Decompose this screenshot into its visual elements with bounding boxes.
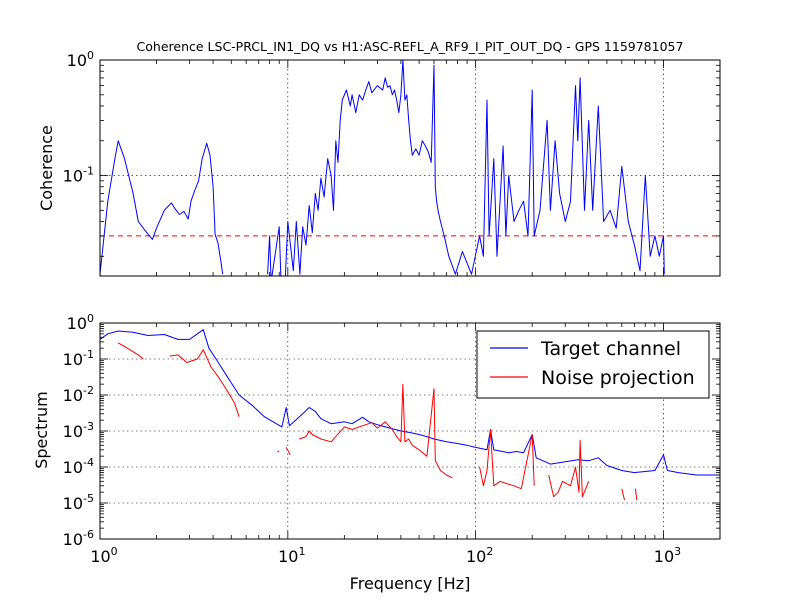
legend-label: Noise projection [541, 367, 695, 389]
x-tick-label: 100 [90, 545, 117, 566]
y-tick-exponent: 0 [87, 312, 94, 325]
noise-projection-line [169, 349, 240, 417]
spectrum-ylabel: Spectrum [32, 391, 51, 469]
x-tick-mantissa: 10 [466, 547, 486, 566]
x-tick-exponent: 2 [486, 545, 493, 558]
y-tick-label: 10-1 [63, 348, 94, 369]
legend: Target channel Noise projection [476, 330, 710, 399]
y-tick-label: 10-3 [63, 420, 94, 441]
y-tick-exponent: -1 [83, 348, 94, 361]
x-tick-mantissa: 10 [654, 547, 674, 566]
y-tick-mantissa: 10 [63, 167, 83, 186]
y-tick-label: 10-4 [63, 456, 94, 477]
y-tick-label: 10-2 [63, 384, 94, 405]
noise-projection-line [548, 439, 590, 498]
x-tick-mantissa: 10 [278, 547, 298, 566]
x-tick-exponent: 3 [674, 545, 681, 558]
y-tick-mantissa: 10 [63, 350, 83, 369]
y-tick-mantissa: 10 [67, 314, 87, 333]
coherence-line [267, 60, 665, 276]
coherence-panel: Coherence LSC-PRCL_IN1_DQ vs H1:ASC-REFL… [37, 39, 721, 277]
y-tick-exponent: -2 [83, 384, 94, 397]
noise-projection-line [117, 342, 144, 360]
noise-projection-line [621, 488, 625, 501]
y-tick-label: 100 [67, 49, 94, 70]
series-group [100, 60, 665, 276]
y-tick-exponent: -1 [83, 165, 94, 178]
y-tick-mantissa: 10 [63, 494, 83, 513]
x-tick-exponent: 1 [298, 545, 305, 558]
x-tick-mantissa: 10 [90, 547, 110, 566]
y-tick-exponent: -4 [83, 456, 94, 469]
noise-projection-line [479, 429, 535, 490]
x-tick-exponent: 0 [111, 545, 118, 558]
noise-projection-line [285, 447, 291, 455]
coherence-line [100, 140, 224, 275]
noise-projection-line [277, 450, 280, 453]
y-tick-label: 10-5 [63, 492, 94, 513]
target-channel-line [100, 329, 720, 476]
y-tick-mantissa: 10 [63, 422, 83, 441]
y-tick-label: 10-1 [63, 165, 94, 186]
coherence-title: Coherence LSC-PRCL_IN1_DQ vs H1:ASC-REFL… [137, 39, 684, 54]
x-tick-label: 103 [654, 545, 681, 566]
y-tick-exponent: 0 [87, 49, 94, 62]
y-tick-mantissa: 10 [63, 458, 83, 477]
noise-projection-line [635, 488, 638, 501]
x-tick-label: 102 [466, 545, 493, 566]
y-tick-exponent: -5 [83, 492, 94, 505]
y-tick-mantissa: 10 [63, 530, 83, 549]
noise-projection-line [299, 383, 453, 479]
series-group [100, 329, 720, 501]
legend-label: Target channel [540, 338, 681, 360]
legend-box [476, 330, 710, 399]
y-tick-exponent: -3 [83, 420, 94, 433]
y-tick-label: 10-6 [63, 528, 94, 549]
y-tick-mantissa: 10 [67, 51, 87, 70]
y-tick-label: 100 [67, 312, 94, 333]
spectrum-panel: Spectrum Frequency [Hz] 10010-110-210-31… [32, 312, 721, 593]
coherence-ylabel: Coherence [37, 125, 56, 211]
y-tick-mantissa: 10 [63, 386, 83, 405]
axes-frame [99, 59, 721, 277]
spectrum-xlabel: Frequency [Hz] [350, 574, 471, 593]
x-tick-label: 101 [278, 545, 305, 566]
y-tick-exponent: -6 [83, 528, 94, 541]
